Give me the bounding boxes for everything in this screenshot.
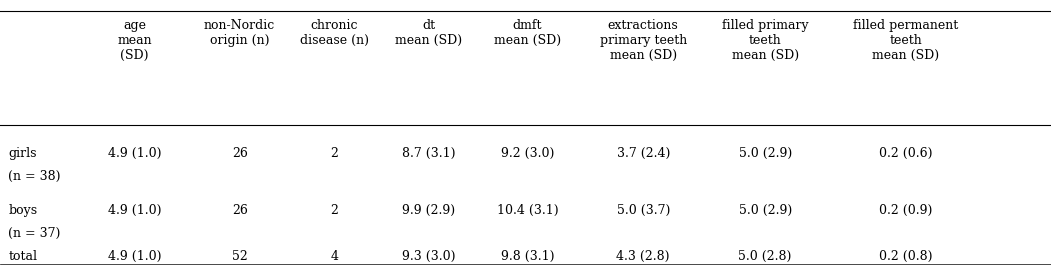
Text: 5.0 (2.9): 5.0 (2.9) [739, 147, 791, 160]
Text: age
mean
(SD): age mean (SD) [118, 19, 151, 62]
Text: (n = 38): (n = 38) [8, 170, 61, 183]
Text: 5.0 (3.7): 5.0 (3.7) [617, 204, 669, 217]
Text: girls: girls [8, 147, 37, 160]
Text: (n = 37): (n = 37) [8, 227, 61, 240]
Text: 9.8 (3.1): 9.8 (3.1) [501, 250, 554, 263]
Text: 52: 52 [232, 250, 247, 263]
Text: 4: 4 [330, 250, 338, 263]
Text: filled primary
teeth
mean (SD): filled primary teeth mean (SD) [722, 19, 808, 62]
Text: dmft
mean (SD): dmft mean (SD) [494, 19, 561, 47]
Text: 4.9 (1.0): 4.9 (1.0) [108, 147, 161, 160]
Text: 3.7 (2.4): 3.7 (2.4) [617, 147, 669, 160]
Text: 2: 2 [330, 204, 338, 217]
Text: 5.0 (2.9): 5.0 (2.9) [739, 204, 791, 217]
Text: 9.9 (2.9): 9.9 (2.9) [403, 204, 455, 217]
Text: total: total [8, 250, 38, 263]
Text: extractions
primary teeth
mean (SD): extractions primary teeth mean (SD) [599, 19, 687, 62]
Text: 8.7 (3.1): 8.7 (3.1) [403, 147, 455, 160]
Text: 9.2 (3.0): 9.2 (3.0) [501, 147, 554, 160]
Text: 0.2 (0.8): 0.2 (0.8) [880, 250, 932, 263]
Text: 0.2 (0.9): 0.2 (0.9) [880, 204, 932, 217]
Text: 26: 26 [231, 147, 248, 160]
Text: boys: boys [8, 204, 38, 217]
Text: 0.2 (0.6): 0.2 (0.6) [880, 147, 932, 160]
Text: dt
mean (SD): dt mean (SD) [395, 19, 462, 47]
Text: 26: 26 [231, 204, 248, 217]
Text: non-Nordic
origin (n): non-Nordic origin (n) [204, 19, 275, 47]
Text: 4.9 (1.0): 4.9 (1.0) [108, 250, 161, 263]
Text: filled permanent
teeth
mean (SD): filled permanent teeth mean (SD) [853, 19, 959, 62]
Text: 2: 2 [330, 147, 338, 160]
Text: chronic
disease (n): chronic disease (n) [300, 19, 369, 47]
Text: 4.3 (2.8): 4.3 (2.8) [617, 250, 669, 263]
Text: 4.9 (1.0): 4.9 (1.0) [108, 204, 161, 217]
Text: 9.3 (3.0): 9.3 (3.0) [403, 250, 455, 263]
Text: 5.0 (2.8): 5.0 (2.8) [739, 250, 791, 263]
Text: 10.4 (3.1): 10.4 (3.1) [497, 204, 558, 217]
